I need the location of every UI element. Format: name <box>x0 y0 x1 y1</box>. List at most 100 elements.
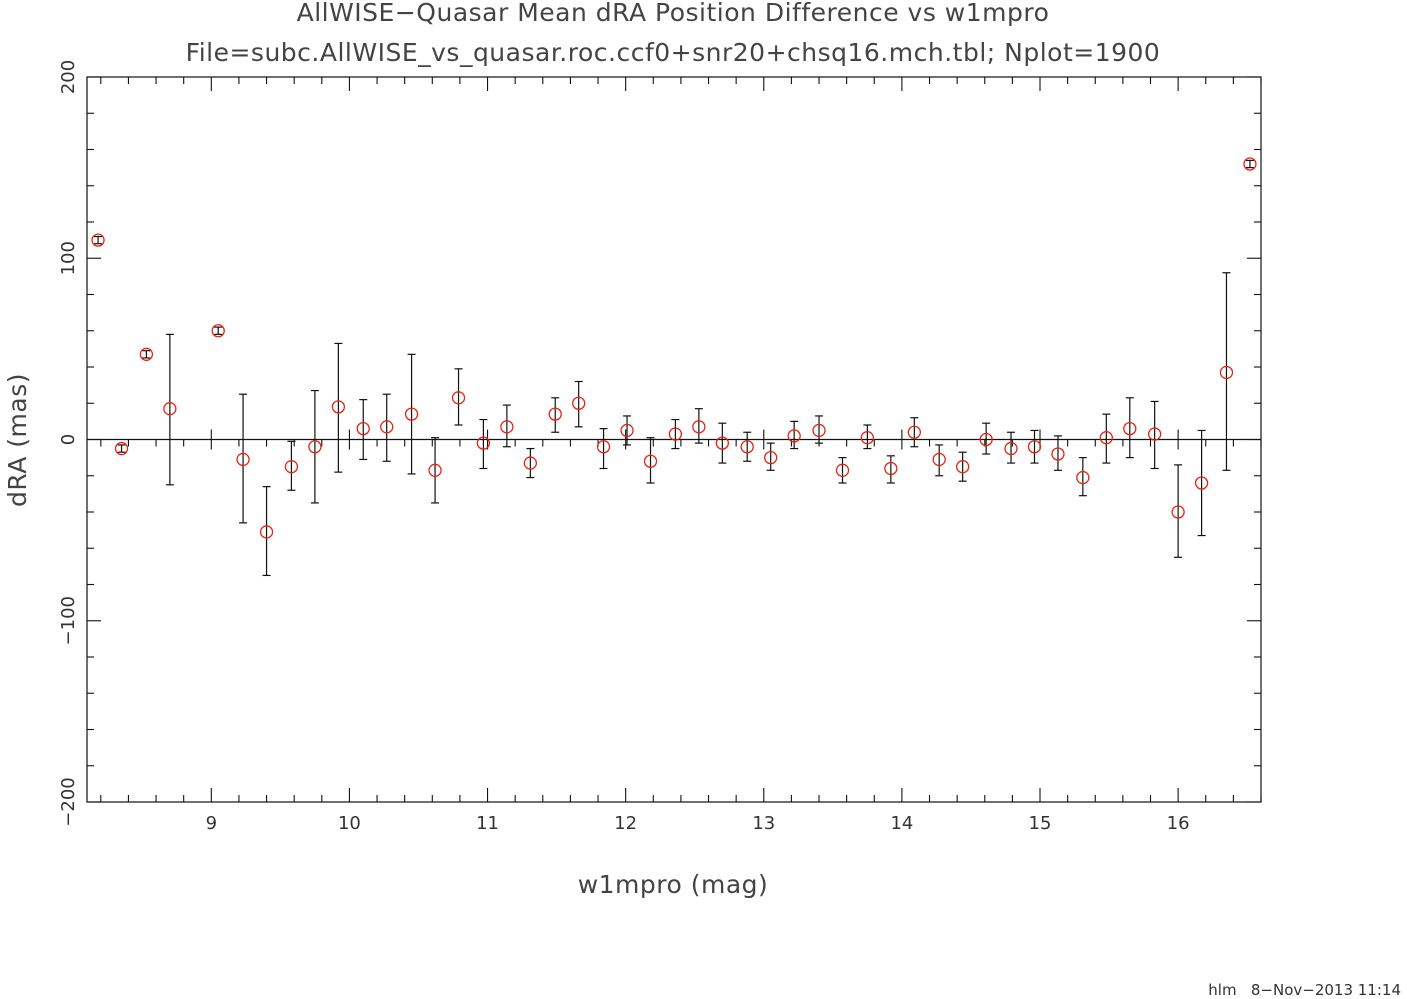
data-point <box>715 436 729 450</box>
error-bars <box>94 159 1254 577</box>
x-tick-label: 15 <box>1029 813 1052 834</box>
data-point <box>331 400 346 414</box>
data-point <box>1123 421 1137 436</box>
error-bar <box>1245 159 1254 169</box>
data-point <box>211 324 225 338</box>
chart-title: AllWISE−Quasar Mean dRA Position Differe… <box>297 0 1050 27</box>
data-point <box>1194 476 1209 490</box>
error-bar <box>790 420 799 450</box>
error-bar <box>1197 429 1206 537</box>
error-bar <box>935 444 944 477</box>
error-bar <box>838 457 847 484</box>
y-axis-label: dRA (mas) <box>3 373 32 507</box>
data-point <box>884 461 898 476</box>
data-point <box>1004 441 1018 456</box>
error-bar <box>574 380 583 428</box>
x-tick-label: 12 <box>614 813 637 834</box>
data-point <box>1171 505 1185 519</box>
error-bar <box>262 486 271 577</box>
footer-timestamp: hlm 8−Nov−2013 11:14 <box>1208 981 1401 999</box>
error-bar <box>214 326 223 335</box>
data-point <box>1051 447 1065 461</box>
data-point <box>787 429 801 443</box>
x-axis-ticks: 9 10 11 12 13 14 15 16 <box>100 77 1262 834</box>
error-bar <box>502 404 511 448</box>
data-point <box>523 456 538 470</box>
error-bar <box>454 368 463 426</box>
data-point <box>1027 440 1042 454</box>
data-point <box>428 463 442 477</box>
data-point <box>91 233 105 247</box>
data-point <box>476 436 491 450</box>
y-tick-label: 100 <box>58 241 79 275</box>
error-bar <box>382 393 391 462</box>
data-point <box>620 423 634 438</box>
data-point <box>548 407 562 421</box>
x-axis-label: w1mpro (mag) <box>578 870 769 899</box>
error-bar <box>1174 464 1183 558</box>
error-bar <box>1078 457 1087 497</box>
error-bar <box>958 451 967 482</box>
data-point <box>956 460 970 474</box>
error-bar <box>359 399 368 461</box>
error-bar <box>165 333 174 486</box>
x-tick-label: 9 <box>206 813 217 834</box>
x-tick-label: 11 <box>476 813 499 834</box>
data-point <box>907 425 921 439</box>
data-point <box>572 396 586 410</box>
error-bar <box>407 353 416 475</box>
error-bar <box>623 415 632 446</box>
error-bar <box>94 235 103 245</box>
data-point <box>643 454 658 468</box>
data-point <box>668 427 683 441</box>
y-tick-label: 200 <box>58 60 79 94</box>
error-bar <box>886 455 895 484</box>
error-bar <box>1150 400 1159 470</box>
data-point <box>259 525 274 539</box>
data-point <box>1219 365 1234 380</box>
error-bar <box>334 342 343 473</box>
error-bar <box>743 431 752 462</box>
y-tick-label: −100 <box>58 596 79 645</box>
data-point <box>860 431 875 445</box>
data-point <box>236 452 250 467</box>
error-bar <box>287 440 296 491</box>
error-bar <box>671 418 680 450</box>
error-bar <box>310 389 319 504</box>
data-point <box>835 463 850 477</box>
data-point <box>1099 431 1113 445</box>
data-point <box>139 347 154 361</box>
data-point <box>163 402 177 416</box>
x-tick-label: 16 <box>1167 813 1190 834</box>
error-bar <box>815 415 824 444</box>
data-point <box>500 420 514 434</box>
error-bar <box>863 424 872 450</box>
error-bar <box>431 437 440 504</box>
data-point <box>308 440 322 454</box>
error-bar <box>117 444 126 453</box>
error-bar <box>718 422 727 464</box>
error-bar <box>526 447 535 479</box>
error-bar <box>1007 431 1016 464</box>
error-bar <box>599 428 608 470</box>
x-tick-label: 10 <box>338 813 361 834</box>
error-bar <box>239 393 248 524</box>
error-bar <box>479 418 488 470</box>
y-tick-label: −200 <box>58 777 79 826</box>
error-bar <box>910 417 919 448</box>
data-point <box>764 450 778 465</box>
x-tick-label: 14 <box>890 813 913 834</box>
error-bar <box>1102 413 1111 464</box>
error-bar <box>142 350 151 359</box>
error-bar <box>1125 397 1134 459</box>
data-point <box>692 420 706 434</box>
error-bar <box>646 437 655 484</box>
data-point <box>1147 427 1162 441</box>
data-point <box>979 432 993 447</box>
data-point <box>1076 470 1090 485</box>
chart-subtitle: File=subc.AllWISE_vs_quasar.roc.ccf0+snr… <box>186 38 1161 67</box>
y-axis-ticks: −200 −100 0 100 200 <box>58 60 1261 827</box>
x-tick-label: 13 <box>752 813 775 834</box>
data-point <box>380 420 394 434</box>
